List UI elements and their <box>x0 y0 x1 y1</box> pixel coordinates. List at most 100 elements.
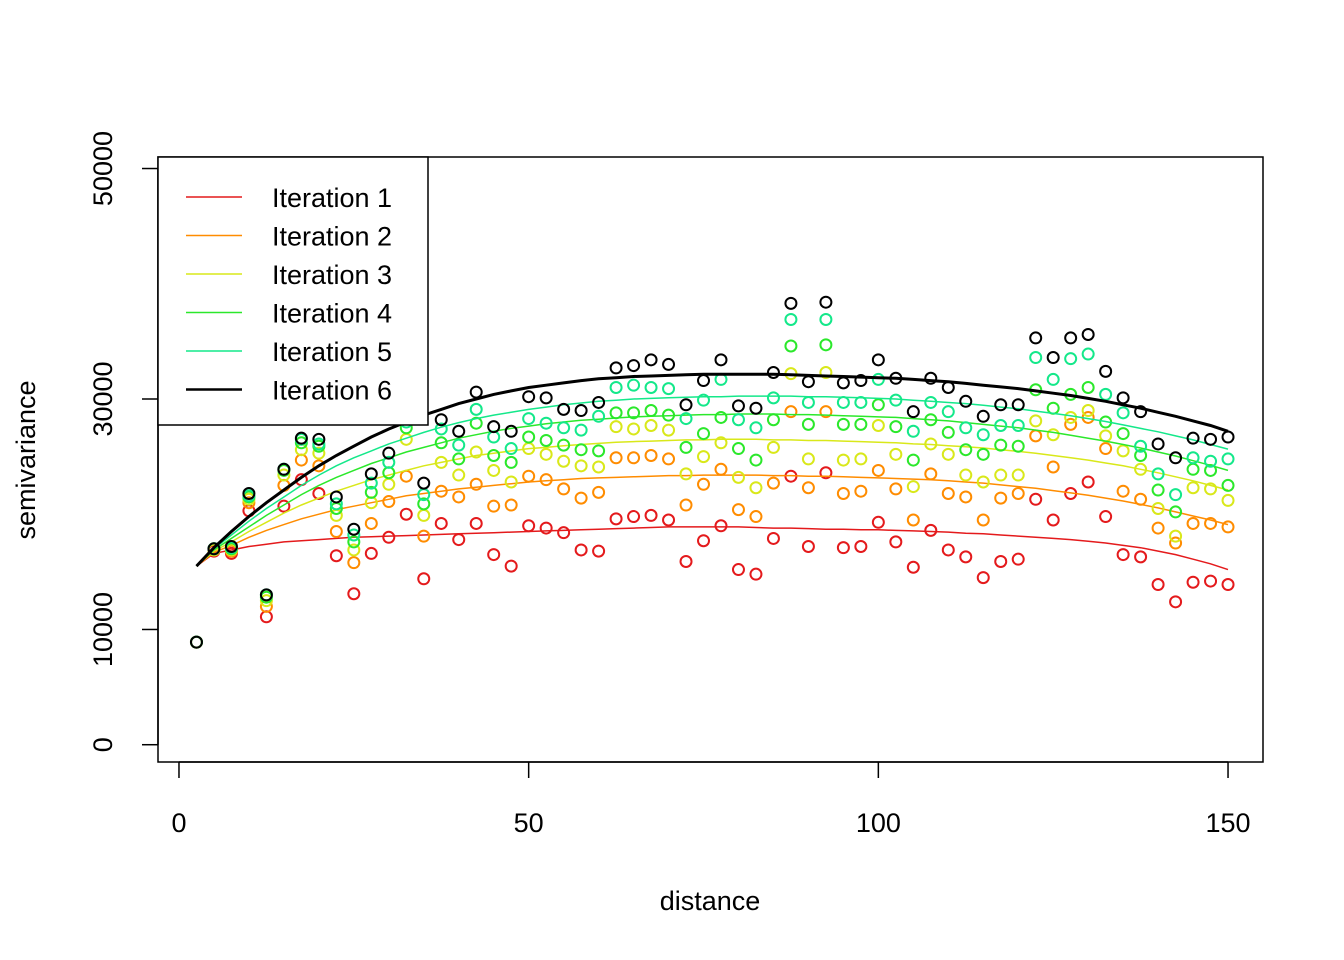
data-point <box>644 353 658 367</box>
data-point <box>994 554 1008 568</box>
data-point <box>1169 536 1183 550</box>
data-point <box>731 563 745 577</box>
data-point <box>1151 578 1165 592</box>
data-point <box>434 516 448 530</box>
data-point <box>976 571 990 585</box>
data-point <box>487 430 501 444</box>
data-point <box>731 413 745 427</box>
data-point <box>1081 327 1095 341</box>
data-point <box>539 433 553 447</box>
data-point <box>819 405 833 419</box>
legend-label: Iteration 3 <box>272 260 392 290</box>
data-point <box>312 486 326 500</box>
x-axis: 0 50 100 150 <box>171 761 1251 838</box>
data-point <box>504 498 518 512</box>
data-point <box>312 459 326 473</box>
data-point <box>1151 483 1165 497</box>
fit-line <box>196 526 1229 571</box>
data-point <box>1081 475 1095 489</box>
data-point <box>1186 516 1200 530</box>
data-point <box>994 468 1008 482</box>
data-point <box>557 402 571 416</box>
legend: Iteration 1 Iteration 2 Iteration 3 Iterati… <box>157 156 429 426</box>
data-point <box>836 486 850 500</box>
data-point <box>434 455 448 469</box>
data-point <box>1064 417 1078 431</box>
data-point <box>277 468 291 482</box>
data-point <box>382 455 396 469</box>
data-point <box>871 463 885 477</box>
data-point <box>959 550 973 564</box>
data-point <box>644 419 658 433</box>
data-point <box>487 499 501 513</box>
data-point <box>539 416 553 430</box>
data-point <box>417 572 431 586</box>
data-point <box>994 419 1008 433</box>
data-point <box>347 528 361 542</box>
data-point <box>697 374 711 388</box>
data-point <box>1204 432 1218 446</box>
data-point <box>749 453 763 467</box>
data-point <box>574 423 588 437</box>
data-point <box>1134 448 1148 462</box>
data-point <box>1169 505 1183 519</box>
data-point <box>1081 347 1095 361</box>
data-point <box>714 519 728 533</box>
data-point <box>714 436 728 450</box>
data-point <box>1099 510 1113 524</box>
data-point <box>871 372 885 386</box>
legend-item: Iteration 2 <box>186 222 392 252</box>
data-point <box>609 451 623 465</box>
data-point <box>941 425 955 439</box>
data-point <box>731 470 745 484</box>
data-point <box>1046 460 1060 474</box>
data-point <box>1064 410 1078 424</box>
data-point <box>662 382 676 396</box>
data-point <box>592 544 606 558</box>
fit-line <box>195 372 1229 568</box>
data-point <box>941 486 955 500</box>
data-point <box>836 395 850 409</box>
data-point <box>1186 575 1200 589</box>
data-point <box>906 480 920 494</box>
data-point <box>871 353 885 367</box>
data-point <box>1116 391 1130 405</box>
data-point <box>644 448 658 462</box>
data-point <box>1116 406 1130 420</box>
data-point <box>819 466 833 480</box>
data-point <box>959 421 973 435</box>
data-point <box>557 454 571 468</box>
data-point <box>259 610 273 624</box>
data-point <box>592 409 606 423</box>
data-point <box>784 339 798 353</box>
data-point <box>574 491 588 505</box>
data-point <box>714 353 728 367</box>
data-point <box>1046 372 1060 386</box>
data-point <box>277 462 291 476</box>
data-point <box>766 531 780 545</box>
data-point <box>766 413 780 427</box>
data-point <box>592 444 606 458</box>
data-point <box>1151 467 1165 481</box>
series-6 <box>189 295 1235 649</box>
data-point <box>1081 380 1095 394</box>
data-point <box>1204 482 1218 496</box>
legend-item: Iteration 5 <box>186 337 392 367</box>
data-point <box>871 398 885 412</box>
data-point <box>1221 430 1235 444</box>
data-point <box>1169 451 1183 465</box>
data-point <box>627 406 641 420</box>
data-point <box>1011 419 1025 433</box>
series-5 <box>189 312 1235 649</box>
data-point <box>854 417 868 431</box>
legend-item: Iteration 6 <box>186 376 392 406</box>
data-point <box>487 548 501 562</box>
data-point <box>1064 352 1078 366</box>
data-point <box>1151 521 1165 535</box>
data-point <box>731 442 745 456</box>
data-point <box>731 503 745 517</box>
data-point <box>329 490 343 504</box>
data-point <box>469 516 483 530</box>
data-point <box>1046 351 1060 365</box>
data-point <box>749 510 763 524</box>
